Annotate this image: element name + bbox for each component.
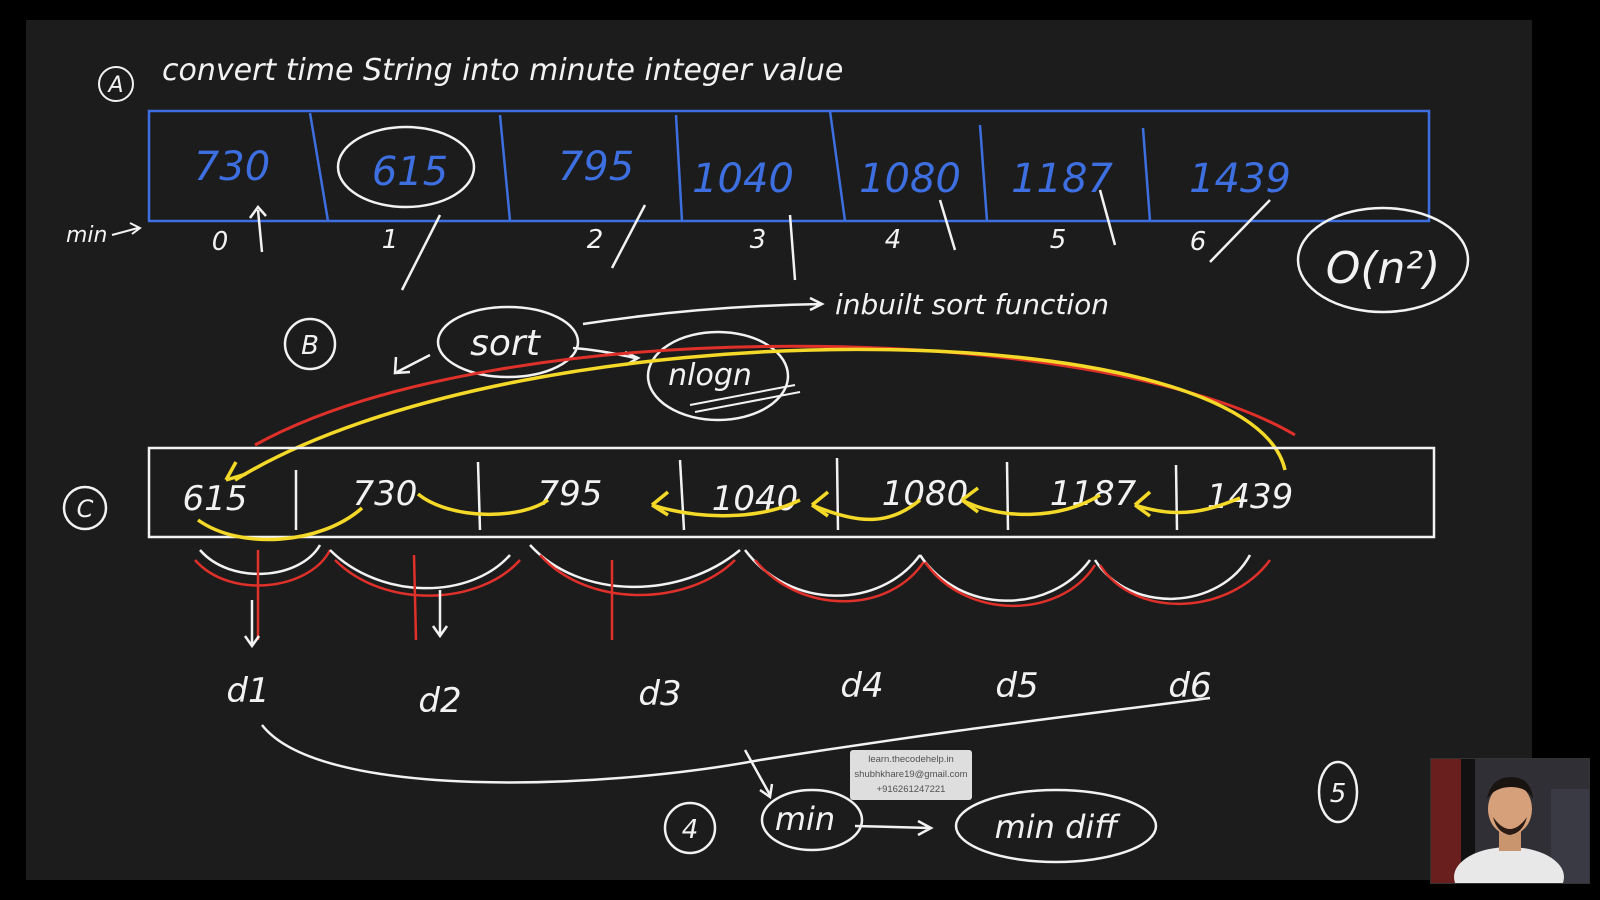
diff-arcs xyxy=(194,544,1272,608)
presenter-video-icon xyxy=(1431,759,1589,883)
step-d: 4 min min diff xyxy=(663,788,1158,864)
minute-value: 730 xyxy=(194,144,270,190)
nlogn-circle xyxy=(646,330,790,422)
result-circle xyxy=(954,788,1158,864)
minute-value: 1439 xyxy=(1189,156,1291,202)
watermark-email: shubhkhare19@gmail.com xyxy=(854,769,968,780)
diff-down-arrows xyxy=(243,590,449,649)
sort-note-arrow-icon xyxy=(582,296,825,326)
step-b: B sort inbuilt sort function nlogn xyxy=(283,288,1109,422)
step-a-circle xyxy=(98,66,134,102)
step-5-marker: 5 xyxy=(1330,779,1347,809)
step-4-circle xyxy=(663,801,717,855)
sort-label: sort xyxy=(470,323,542,364)
minute-value: 1187 xyxy=(1011,156,1113,202)
watermark-site: learn.thecodehelp.in xyxy=(868,754,954,765)
row-arrow-icon xyxy=(111,222,142,236)
minute-value: 1080 xyxy=(859,156,961,202)
red-markers xyxy=(256,550,614,641)
nlogn-label: nlogn xyxy=(668,358,752,393)
diff-collect-curve xyxy=(261,696,1211,784)
result-label: min diff xyxy=(995,808,1122,846)
index-value: 6 xyxy=(1190,227,1207,257)
minute-array-box xyxy=(147,109,1431,223)
complexity-circle xyxy=(1296,206,1470,314)
minute-array-dividers xyxy=(308,110,1152,222)
minute-value: 1040 xyxy=(692,156,794,202)
diff-labels: d1 d2 d3 d4 d5 d6 xyxy=(226,666,1211,721)
sorted-value: 1187 xyxy=(1050,474,1137,514)
index-value: 0 xyxy=(212,227,229,257)
step-5-circle xyxy=(1317,760,1359,824)
sorted-value: 615 xyxy=(183,479,248,519)
min-label: min xyxy=(775,800,835,838)
diff-label: d3 xyxy=(638,674,681,714)
minute-value: 795 xyxy=(558,144,634,190)
step-c-circle xyxy=(62,485,108,531)
step-e: 5 xyxy=(1317,760,1359,824)
result-arrow-icon xyxy=(854,819,934,837)
step-4-marker: 4 xyxy=(682,815,699,845)
step-c: C 615 730 795 1040 1080 1187 1439 xyxy=(62,344,1436,800)
index-value: 3 xyxy=(750,225,767,255)
sorted-value: 730 xyxy=(353,474,418,514)
diff-label: d2 xyxy=(418,681,461,721)
sorted-value: 795 xyxy=(538,474,603,514)
highlight-circle xyxy=(336,125,476,209)
step-b-marker: B xyxy=(301,331,319,361)
complexity-on2: O(n²) xyxy=(1326,243,1441,294)
step-c-marker: C xyxy=(77,495,94,523)
index-row: 0 1 2 3 4 5 6 xyxy=(212,225,1207,257)
sort-down-arrow-icon xyxy=(393,353,431,375)
index-strikes xyxy=(248,189,1271,291)
neighbour-arrows xyxy=(196,486,1241,542)
min-circle xyxy=(760,788,864,852)
wraparound-arrow-icon xyxy=(224,461,247,482)
sort-note: inbuilt sort function xyxy=(835,288,1109,321)
minute-array-values: 730 615 795 1040 1080 1187 1439 xyxy=(194,144,1291,202)
nlogn-underline xyxy=(689,384,801,413)
step-a: A convert time String into minute intege… xyxy=(66,53,1470,314)
step-b-circle xyxy=(283,317,337,371)
index-value: 4 xyxy=(885,225,902,255)
index-value: 1 xyxy=(382,225,399,255)
diff-label: d4 xyxy=(840,666,883,706)
collect-arrow-icon xyxy=(743,749,774,800)
presenter-webcam xyxy=(1430,758,1590,884)
sorted-array-values: 615 730 795 1040 1080 1187 1439 xyxy=(183,474,1294,519)
watermark-phone: +916261247221 xyxy=(876,784,946,795)
sorted-value: 1439 xyxy=(1207,477,1294,517)
sorted-array-box xyxy=(147,446,1436,539)
wraparound-arc-yellow xyxy=(234,347,1287,482)
sorted-array-dividers xyxy=(294,457,1179,531)
board-background xyxy=(26,20,1532,880)
minute-value: 615 xyxy=(372,149,448,195)
diff-label: d5 xyxy=(995,666,1038,706)
row-label: min xyxy=(66,223,108,248)
index-value: 2 xyxy=(587,225,604,255)
step-a-marker: A xyxy=(106,73,123,98)
index-value: 5 xyxy=(1050,225,1067,255)
sort-circle xyxy=(436,305,580,379)
step-a-title: convert time String into minute integer … xyxy=(162,53,843,88)
sorted-value: 1080 xyxy=(882,474,969,514)
watermark: learn.thecodehelp.in shubhkhare19@gmail.… xyxy=(850,750,972,800)
diff-label: d1 xyxy=(226,671,269,711)
